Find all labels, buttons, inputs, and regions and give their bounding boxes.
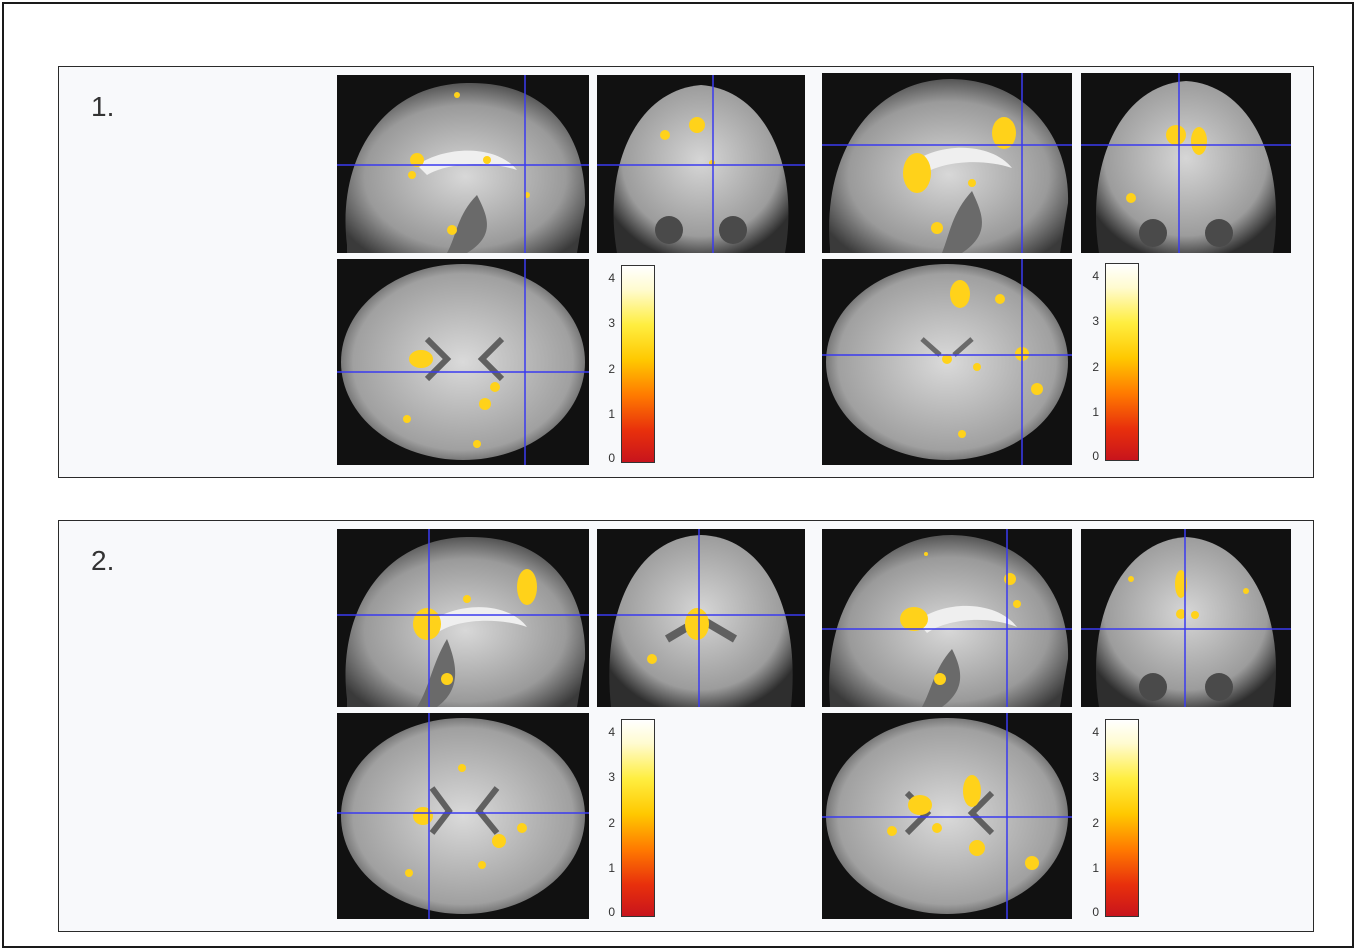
colorbar-tick: 1 — [608, 407, 615, 421]
axial-slice — [337, 259, 589, 465]
colorbar-tick: 1 — [1092, 405, 1099, 419]
colorbar-tick: 4 — [1092, 269, 1099, 283]
colorbar-gradient — [1105, 719, 1139, 917]
colorbar: 4 3 2 1 0 — [599, 265, 659, 465]
panel-label: 2. — [91, 545, 115, 576]
colorbar-tick: 2 — [608, 816, 615, 830]
colorbar-gradient — [1105, 263, 1139, 461]
colorbar-tick: 1 — [1092, 861, 1099, 875]
colorbar-tick: 2 — [1092, 360, 1099, 374]
sagittal-slice — [337, 529, 589, 707]
colorbar: 4 3 2 1 0 — [1083, 263, 1143, 465]
colorbar-tick: 3 — [608, 316, 615, 330]
colorbar: 4 3 2 1 0 — [599, 719, 659, 919]
colorbar-tick: 4 — [608, 725, 615, 739]
colorbar-tick: 0 — [608, 905, 615, 919]
colorbar: 4 3 2 1 0 — [1083, 719, 1143, 919]
axial-slice — [822, 259, 1072, 465]
colorbar-tick: 3 — [1092, 314, 1099, 328]
coronal-slice — [597, 75, 805, 253]
panel-1: 1. — [58, 66, 1314, 478]
axial-slice — [822, 713, 1072, 919]
panel-2: 2. — [58, 520, 1314, 932]
axial-slice — [337, 713, 589, 919]
sagittal-slice — [822, 73, 1072, 253]
coronal-slice — [597, 529, 805, 707]
colorbar-tick: 4 — [608, 271, 615, 285]
colorbar-tick: 4 — [1092, 725, 1099, 739]
colorbar-gradient — [621, 265, 655, 463]
colorbar-tick: 1 — [608, 861, 615, 875]
panel-label: 1. — [91, 91, 115, 122]
colorbar-tick: 3 — [608, 770, 615, 784]
colorbar-tick: 0 — [1092, 449, 1099, 463]
coronal-slice — [1081, 529, 1291, 707]
colorbar-tick: 0 — [1092, 905, 1099, 919]
colorbar-tick: 0 — [608, 451, 615, 465]
colorbar-tick: 2 — [608, 362, 615, 376]
sagittal-slice — [822, 529, 1072, 707]
sagittal-slice — [337, 75, 589, 253]
colorbar-tick: 3 — [1092, 770, 1099, 784]
colorbar-gradient — [621, 719, 655, 917]
colorbar-tick: 2 — [1092, 816, 1099, 830]
coronal-slice — [1081, 73, 1291, 253]
